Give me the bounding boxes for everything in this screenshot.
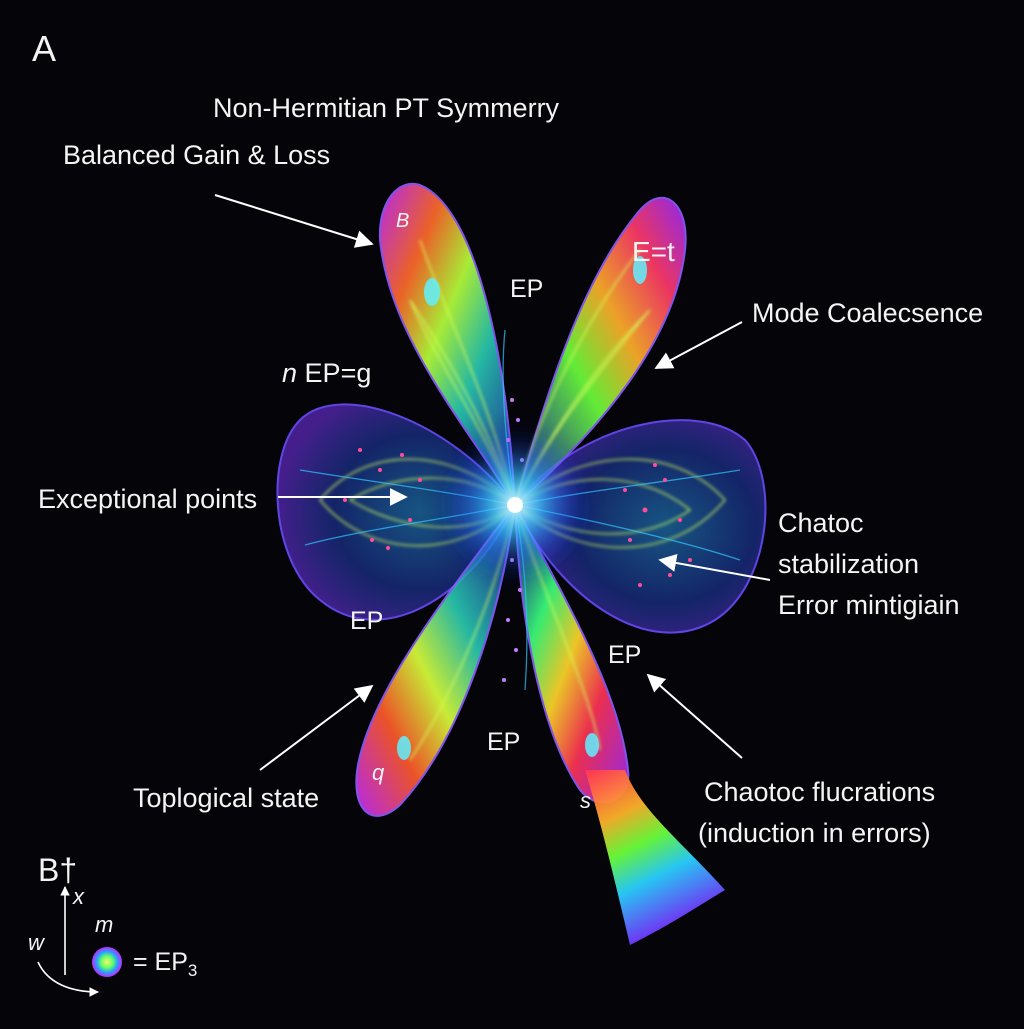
lobe-label-bottom-left: q xyxy=(372,760,385,785)
ep-label-top: EP xyxy=(510,275,544,303)
legend-equation-text: = EP xyxy=(133,948,188,976)
legend-axis-b: B† xyxy=(38,852,78,888)
legend-marker-icon xyxy=(92,947,122,977)
lobe-label-bottom-right: s xyxy=(580,788,591,813)
panel-label: A xyxy=(32,28,57,69)
legend-axis-w: w xyxy=(28,930,44,955)
label-n-ep-prefix: n xyxy=(282,358,298,388)
label-chatoc-3: Error mintigiain xyxy=(778,590,960,620)
lobe-label-top-right: E=t xyxy=(632,236,675,267)
legend-axis-x: x xyxy=(73,884,84,909)
label-n-ep: n EP=g xyxy=(282,358,371,389)
legend-equation: = EP3 xyxy=(133,948,197,981)
arrow-gain-loss xyxy=(214,194,374,248)
ep-label-bottom: EP xyxy=(487,728,521,756)
arrow-chatoc xyxy=(658,554,771,581)
particle-cluster-right xyxy=(623,463,692,587)
diagram-title: Non-Hermitian PT Symmerry xyxy=(213,93,560,123)
label-fluctuations-2: (induction in errors) xyxy=(698,818,931,848)
label-chatoc-1: Chatoc xyxy=(778,508,864,538)
legend-axes xyxy=(37,886,99,997)
tail-ribbon xyxy=(585,770,725,945)
label-topological: Toplogical state xyxy=(133,783,320,813)
legend-equation-subscript: 3 xyxy=(187,961,198,980)
label-gain-loss: Balanced Gain & Loss xyxy=(63,140,331,170)
ep-label-bottom-right: EP xyxy=(608,641,642,669)
legend-marker-m: m xyxy=(95,912,114,937)
label-chatoc-2: stabilization xyxy=(778,549,920,579)
arrow-mode-coalescence xyxy=(654,321,743,369)
lobe-label-top-left: B xyxy=(396,210,410,232)
label-mode-coalescence: Mode Coalecsence xyxy=(752,298,984,328)
annotation-arrows xyxy=(214,194,771,771)
arrow-topological xyxy=(259,684,374,771)
tip-markers xyxy=(397,256,647,760)
central-core xyxy=(507,497,523,513)
label-exceptional-points: Exceptional points xyxy=(38,484,258,514)
label-fluctuations-1: Chaotoc flucrations xyxy=(704,777,936,807)
arrow-fluctuations xyxy=(646,673,743,759)
ep-label-left: EP xyxy=(350,607,384,635)
label-n-ep-value: EP=g xyxy=(304,358,372,388)
